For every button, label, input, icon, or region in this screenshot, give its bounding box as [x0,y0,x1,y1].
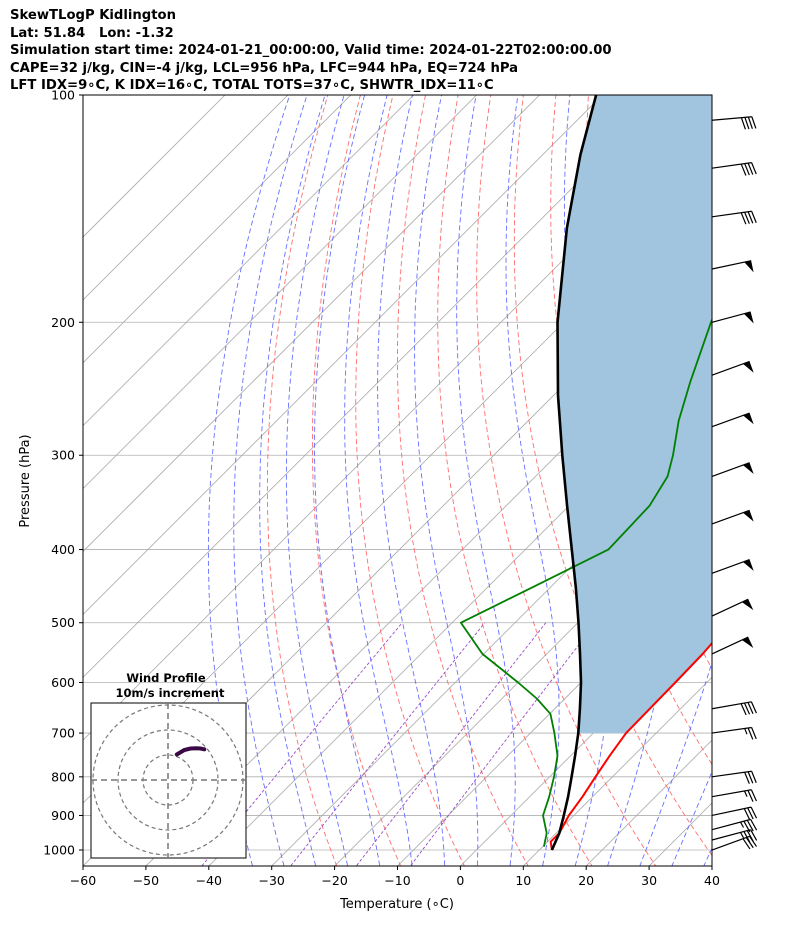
x-tick-label: 20 [578,873,594,888]
isotherm [83,95,603,615]
wind-barb [711,806,758,820]
chart-grid [83,61,794,882]
isotherm [145,299,712,866]
wind-barbs [711,116,758,851]
moist-adiabat [233,95,308,866]
params-line: CAPE=32 j/kg, CIN=-4 j/kg, LCL=956 hPa, … [10,60,519,76]
wind-barb [711,462,754,477]
moist-adiabat [377,95,446,866]
y-axis-label: Pressure (hPa) [18,434,33,527]
x-tick-label: 40 [704,873,720,888]
isotherm [585,739,712,866]
moist-adiabat [456,95,516,866]
isotherm [83,95,226,238]
y-tick-label: 900 [51,808,75,823]
y-tick-label: 800 [51,769,75,784]
isotherm [459,613,712,866]
time-line: Simulation start time: 2024-01-21_00:00:… [10,43,612,59]
mixing-ratio-line [409,622,597,866]
wind-barb [711,162,757,176]
wind-barb [711,509,754,525]
wind-barb [711,829,758,843]
moist-adiabat [285,95,349,866]
x-tick-label: −20 [321,873,347,888]
mixing-ratio-line [355,622,547,866]
moist-adiabat [505,95,560,866]
isotherm [396,550,712,866]
isotherm [83,95,352,364]
x-axis-label: Temperature (∘C) [339,897,454,912]
temperature-line [549,641,712,851]
chart-title: SkewTLogP Kidlington [10,8,176,23]
wind-barb [711,726,757,740]
moist-adiabat [259,95,326,866]
isotherm [83,95,415,427]
moist-adiabat [639,660,712,866]
y-tick-label: 600 [51,675,75,690]
moist-adiabat [728,61,794,882]
isotherm [271,425,712,866]
x-tick-label: 30 [641,873,657,888]
wind-barb [711,260,754,273]
isotherm [83,95,666,678]
isotherm [83,95,541,553]
wind-barb [711,311,754,324]
wind-barb [711,559,754,574]
dry-adiabat [266,95,338,866]
wind-barb [711,116,757,130]
moist-adiabat [207,95,291,866]
wind-barb [711,636,754,655]
isotherm [522,676,712,866]
x-tick-label: −40 [196,873,222,888]
x-tick-label: 0 [456,873,464,888]
wind-barb [711,598,754,617]
moist-adiabat [344,95,413,866]
dry-adiabat [355,95,465,866]
x-tick-label: −30 [259,873,285,888]
y-tick-label: 400 [51,542,75,557]
cape-area [557,95,712,734]
wind-barb [711,412,754,428]
moist-adiabat [314,95,381,866]
isotherm [334,488,712,866]
cape-shading [557,95,712,734]
dry-adiabat [476,95,657,866]
wind-barb [711,701,757,716]
chart-axes: −60 −50 −40 −30 −20 −10 0 10 20 30 40 1000 900 800 700… [43,88,720,889]
x-tick-label: −60 [70,873,96,888]
mixing-ratio-line [290,622,486,866]
profile-lines [460,95,712,851]
y-tick-label: 300 [51,448,75,463]
y-tick-label: 1000 [43,843,75,858]
y-tick-label: 200 [51,315,75,330]
isotherm [760,61,794,882]
wind-barb [711,770,757,784]
wind-barb [711,818,758,833]
x-tick-label: 10 [515,873,531,888]
dry-adiabat [718,61,794,882]
dry-adiabat [749,61,794,882]
y-tick-label: 500 [51,615,75,630]
location-line: Lat: 51.84 Lon: -1.32 [10,25,174,41]
y-tick-label: 100 [51,88,75,103]
dry-adiabat [311,95,402,866]
dry-adiabat [781,61,794,882]
x-tick-label: −50 [133,873,159,888]
wind-barb [711,210,757,225]
moist-adiabat [414,95,479,866]
wind-barb [711,360,754,376]
x-tick-label: −10 [384,873,410,888]
wind-barb [711,789,757,802]
parcel-line [550,95,598,851]
isotherm [83,95,478,490]
y-tick-label: 700 [51,726,75,741]
indices-line: LFT IDX=9∘C, K IDX=16∘C, TOTAL TOTS=37∘C… [10,78,494,94]
moist-adiabat [671,770,712,866]
dewpoint-line [460,317,712,847]
dry-adiabat [397,95,529,866]
isotherm [83,95,289,301]
chart-header: SkewTLogP Kidlington Lat: 51.84 Lon: -1.3… [10,7,612,95]
